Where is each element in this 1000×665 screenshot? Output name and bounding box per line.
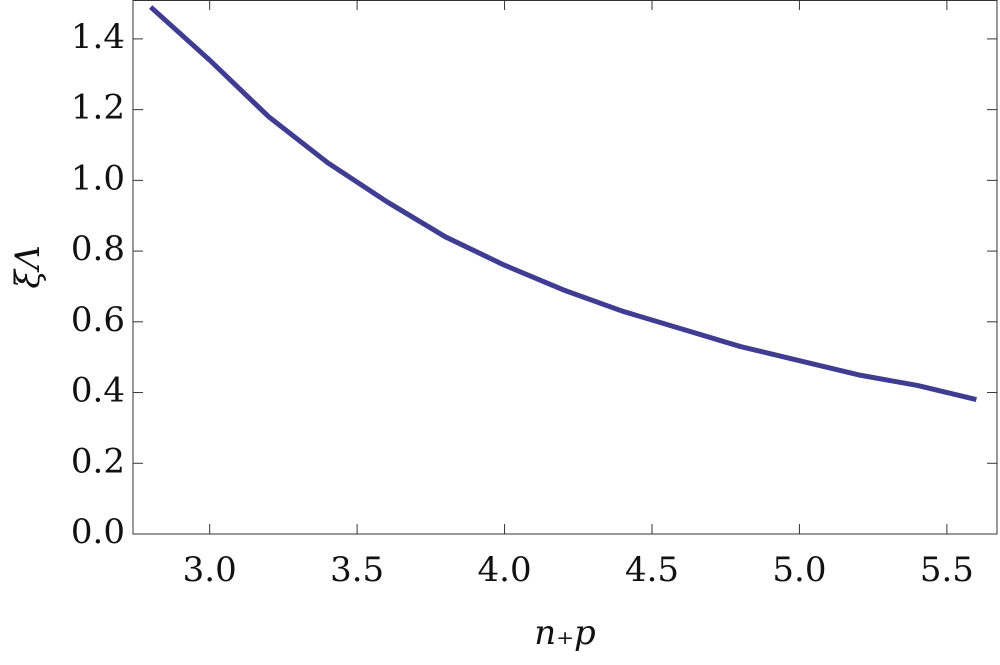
x-axis-label: n₊p — [534, 613, 596, 653]
y-tick-label: 0.4 — [71, 371, 125, 411]
x-tick-label: 5.0 — [772, 550, 826, 590]
y-axis-label: ξΛ — [8, 245, 48, 288]
y-tick-label: 0.6 — [71, 300, 125, 340]
plot-frame — [132, 0, 998, 535]
y-tick-label: 0.8 — [71, 229, 125, 269]
x-tick-label: 3.5 — [330, 550, 384, 590]
data-line — [149, 5, 977, 403]
x-tick-label: 4.0 — [478, 550, 532, 590]
y-tick-label: 1.4 — [71, 17, 125, 57]
y-tick-label: 0.2 — [71, 441, 125, 481]
x-tick-label: 5.5 — [920, 550, 974, 590]
y-tick-label: 0.0 — [71, 512, 125, 552]
x-tick-label: 4.5 — [625, 550, 679, 590]
x-tick-label: 3.0 — [183, 550, 237, 590]
y-tick-label: 1.2 — [71, 88, 125, 128]
y-tick-label: 1.0 — [71, 158, 125, 198]
